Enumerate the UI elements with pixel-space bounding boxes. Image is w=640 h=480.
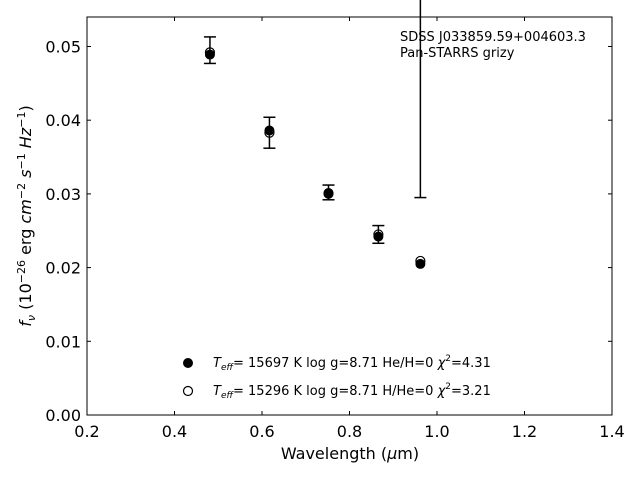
annotation-survey: Pan-STARRS grizy (400, 46, 515, 61)
legend: Teff= 15697 K log g=8.71 He/H=0 χ2=4.31 … (182, 354, 491, 401)
data-points (204, 47, 426, 269)
error-bars (203, 0, 427, 245)
point-open (204, 47, 216, 58)
y-tick-label: 0.00 (45, 406, 81, 425)
x-tick-label: 0.8 (337, 422, 362, 441)
point-open (373, 229, 384, 240)
legend-marker-filled (183, 358, 193, 368)
point-filled (373, 231, 384, 242)
point-filled (415, 258, 426, 269)
x-tick-label: 1.4 (599, 422, 624, 441)
point-open (323, 188, 334, 199)
x-tick-label: 0.6 (249, 422, 274, 441)
legend-marker-open (182, 385, 194, 397)
y-tick-label: 0.02 (45, 259, 81, 278)
y-tick-label: 0.05 (45, 37, 81, 56)
legend-label-filled: Teff= 15697 K log g=8.71 He/H=0 χ2=4.31 (213, 354, 491, 373)
annotation-object-name: SDSS J033859.59+004603.3 (400, 30, 586, 45)
x-tick-label: 1.0 (424, 422, 449, 441)
x-tick-label: 0.2 (74, 422, 99, 441)
x-axis-label: Wavelength (μm) (281, 444, 419, 463)
point-filled (204, 49, 215, 60)
point-open (264, 127, 275, 138)
y-axis-label: fν (10−26 erg cm−2 s−1 Hz−1) (15, 105, 38, 326)
x-tick-label: 1.2 (512, 422, 537, 441)
y-tick-label: 0.04 (45, 111, 81, 130)
point-open (415, 255, 426, 267)
y-tick-label: 0.01 (45, 332, 81, 351)
y-tick-label: 0.03 (45, 185, 81, 204)
legend-label-open: Teff= 15296 K log g=8.71 H/He=0 χ2=3.21 (213, 382, 491, 401)
axis-ticks: 0.2 0.4 0.6 0.8 1.0 1.2 1.4 0.00 0.01 0.02 0.03 0.0… (45, 17, 625, 441)
point-filled (264, 125, 275, 136)
x-tick-label: 0.4 (162, 422, 187, 441)
